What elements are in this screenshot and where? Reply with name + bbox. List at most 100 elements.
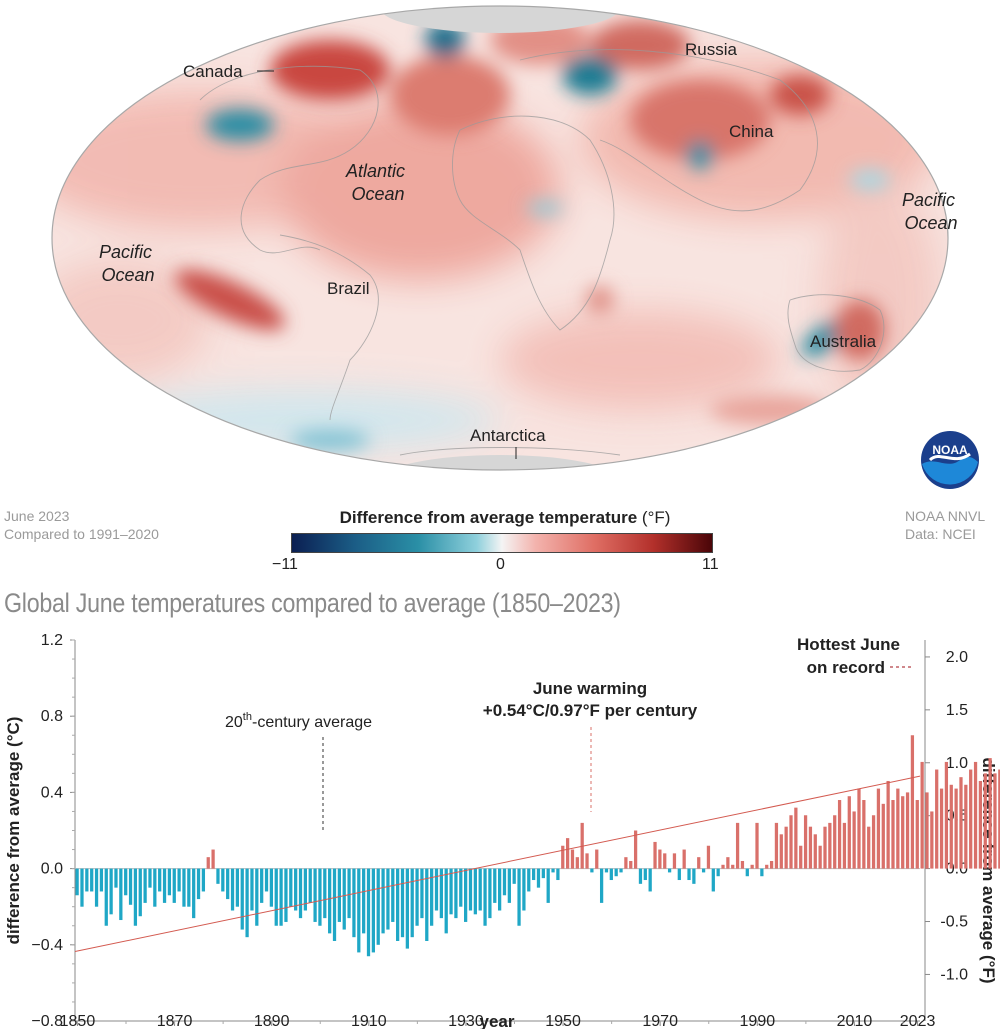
bar-1937 [498, 868, 502, 911]
bar-1929 [459, 868, 463, 907]
bar-1984 [726, 857, 730, 869]
bar-1985 [731, 864, 735, 869]
bar-2031 [954, 788, 958, 869]
bar-1946 [541, 868, 545, 879]
bar-2015 [876, 788, 881, 869]
bar-1866 [153, 868, 157, 907]
bar-1960 [609, 868, 613, 881]
credit-line1: NOAA NNVL [905, 508, 986, 524]
label-russia: Russia [685, 40, 738, 59]
y-axis-title-left: difference from average (°C) [4, 717, 23, 945]
bar-1874 [192, 868, 196, 919]
bar-2036 [978, 780, 983, 869]
bar-2034 [969, 769, 973, 869]
bar-1943 [527, 868, 531, 892]
bar-1955 [585, 853, 589, 869]
y-tick-label-left: 0.8 [41, 708, 63, 725]
bar-2003 [818, 845, 822, 869]
bar-1968 [648, 868, 652, 892]
chart-bars [75, 735, 1000, 957]
bar-2017 [886, 780, 890, 869]
bar-1965 [633, 830, 638, 869]
bar-2021 [905, 792, 910, 869]
bar-1872 [182, 868, 186, 907]
colorbar [291, 533, 713, 553]
globe-outline [51, 5, 949, 471]
bar-2038 [988, 758, 992, 869]
bar-1964 [629, 860, 633, 869]
bar-1914 [386, 868, 390, 930]
bar-1948 [551, 868, 555, 873]
bar-2039 [993, 773, 997, 869]
bar-1989 [750, 864, 754, 869]
bar-1949 [556, 868, 560, 881]
bar-1876 [201, 868, 206, 892]
bar-1900 [318, 868, 322, 926]
bar-1890 [269, 868, 274, 907]
bar-1899 [313, 868, 317, 922]
legend-title: Difference from average temperature (°F) [200, 508, 810, 528]
bar-1897 [303, 868, 308, 911]
bar-1904 [337, 868, 341, 922]
y-tick-label-left: 0.0 [41, 861, 63, 878]
label-canada: Canada [183, 62, 243, 81]
bar-1944 [531, 868, 536, 881]
bar-1938 [502, 868, 507, 896]
map-credit: NOAA NNVL Data: NCEI [905, 507, 985, 543]
bar-1979 [701, 868, 706, 873]
bar-1861 [128, 868, 133, 905]
colorbar-mid-label: 0 [496, 556, 505, 573]
bar-1927 [449, 868, 453, 915]
bar-1868 [162, 868, 167, 903]
bar-1850 [75, 868, 79, 896]
y-tick-label-right: 2.0 [946, 649, 968, 666]
bar-1881 [226, 868, 230, 900]
bar-2008 [842, 822, 847, 869]
bar-1888 [260, 868, 264, 903]
bar-1854 [94, 868, 99, 907]
bar-2016 [881, 803, 885, 869]
bar-1906 [347, 868, 351, 919]
label-atlantic-ocean: Atlantic Ocean [345, 161, 410, 204]
legend-title-main: Difference from average temperature [339, 508, 638, 527]
bar-1893 [284, 868, 288, 922]
label-pacific-ocean-west: Pacific Ocean [99, 242, 157, 285]
century-average-label: 20th-century average [225, 711, 372, 731]
bar-1921 [420, 868, 424, 919]
bar-2040 [998, 769, 1000, 869]
warming-label-line1: June warming [533, 679, 647, 698]
bar-1998 [794, 807, 798, 869]
bar-1996 [784, 826, 788, 869]
bar-2013 [867, 826, 871, 869]
bar-1896 [298, 868, 303, 919]
bar-1902 [328, 868, 332, 934]
map-panel: Canada Russia China Atlantic Ocean Pacif… [4, 5, 985, 573]
y-tick-label-left: −0.4 [31, 937, 63, 954]
bar-1869 [167, 868, 172, 896]
bar-1977 [692, 868, 696, 884]
bar-1936 [493, 868, 497, 903]
y-tick-label-right: -1.0 [940, 966, 968, 983]
bar-2006 [833, 815, 837, 869]
bar-1859 [119, 868, 123, 921]
warming-label-line2: +0.54°C/0.97°F per century [483, 701, 698, 720]
bar-2001 [808, 826, 813, 869]
credit-line2: Data: NCEI [905, 526, 976, 542]
bar-1892 [279, 868, 283, 926]
bar-1983 [721, 864, 725, 869]
bar-2019 [896, 788, 900, 869]
label-pacific-ocean-east: Pacific Ocean [902, 190, 960, 233]
bar-1911 [371, 868, 375, 953]
bar-2010 [852, 811, 856, 869]
bar-2025 [925, 792, 929, 869]
temperature-anomaly-map: Canada Russia China Atlantic Ocean Pacif… [51, 5, 960, 471]
bar-1981 [711, 868, 715, 892]
map-date: June 2023 [4, 508, 70, 524]
bar-1967 [643, 868, 647, 881]
bar-1863 [138, 868, 142, 917]
y-tick-label-right: 1.5 [946, 702, 968, 719]
bar-1889 [264, 868, 269, 892]
bar-1922 [425, 868, 429, 941]
label-china: China [729, 122, 774, 141]
bar-1990 [755, 822, 759, 869]
